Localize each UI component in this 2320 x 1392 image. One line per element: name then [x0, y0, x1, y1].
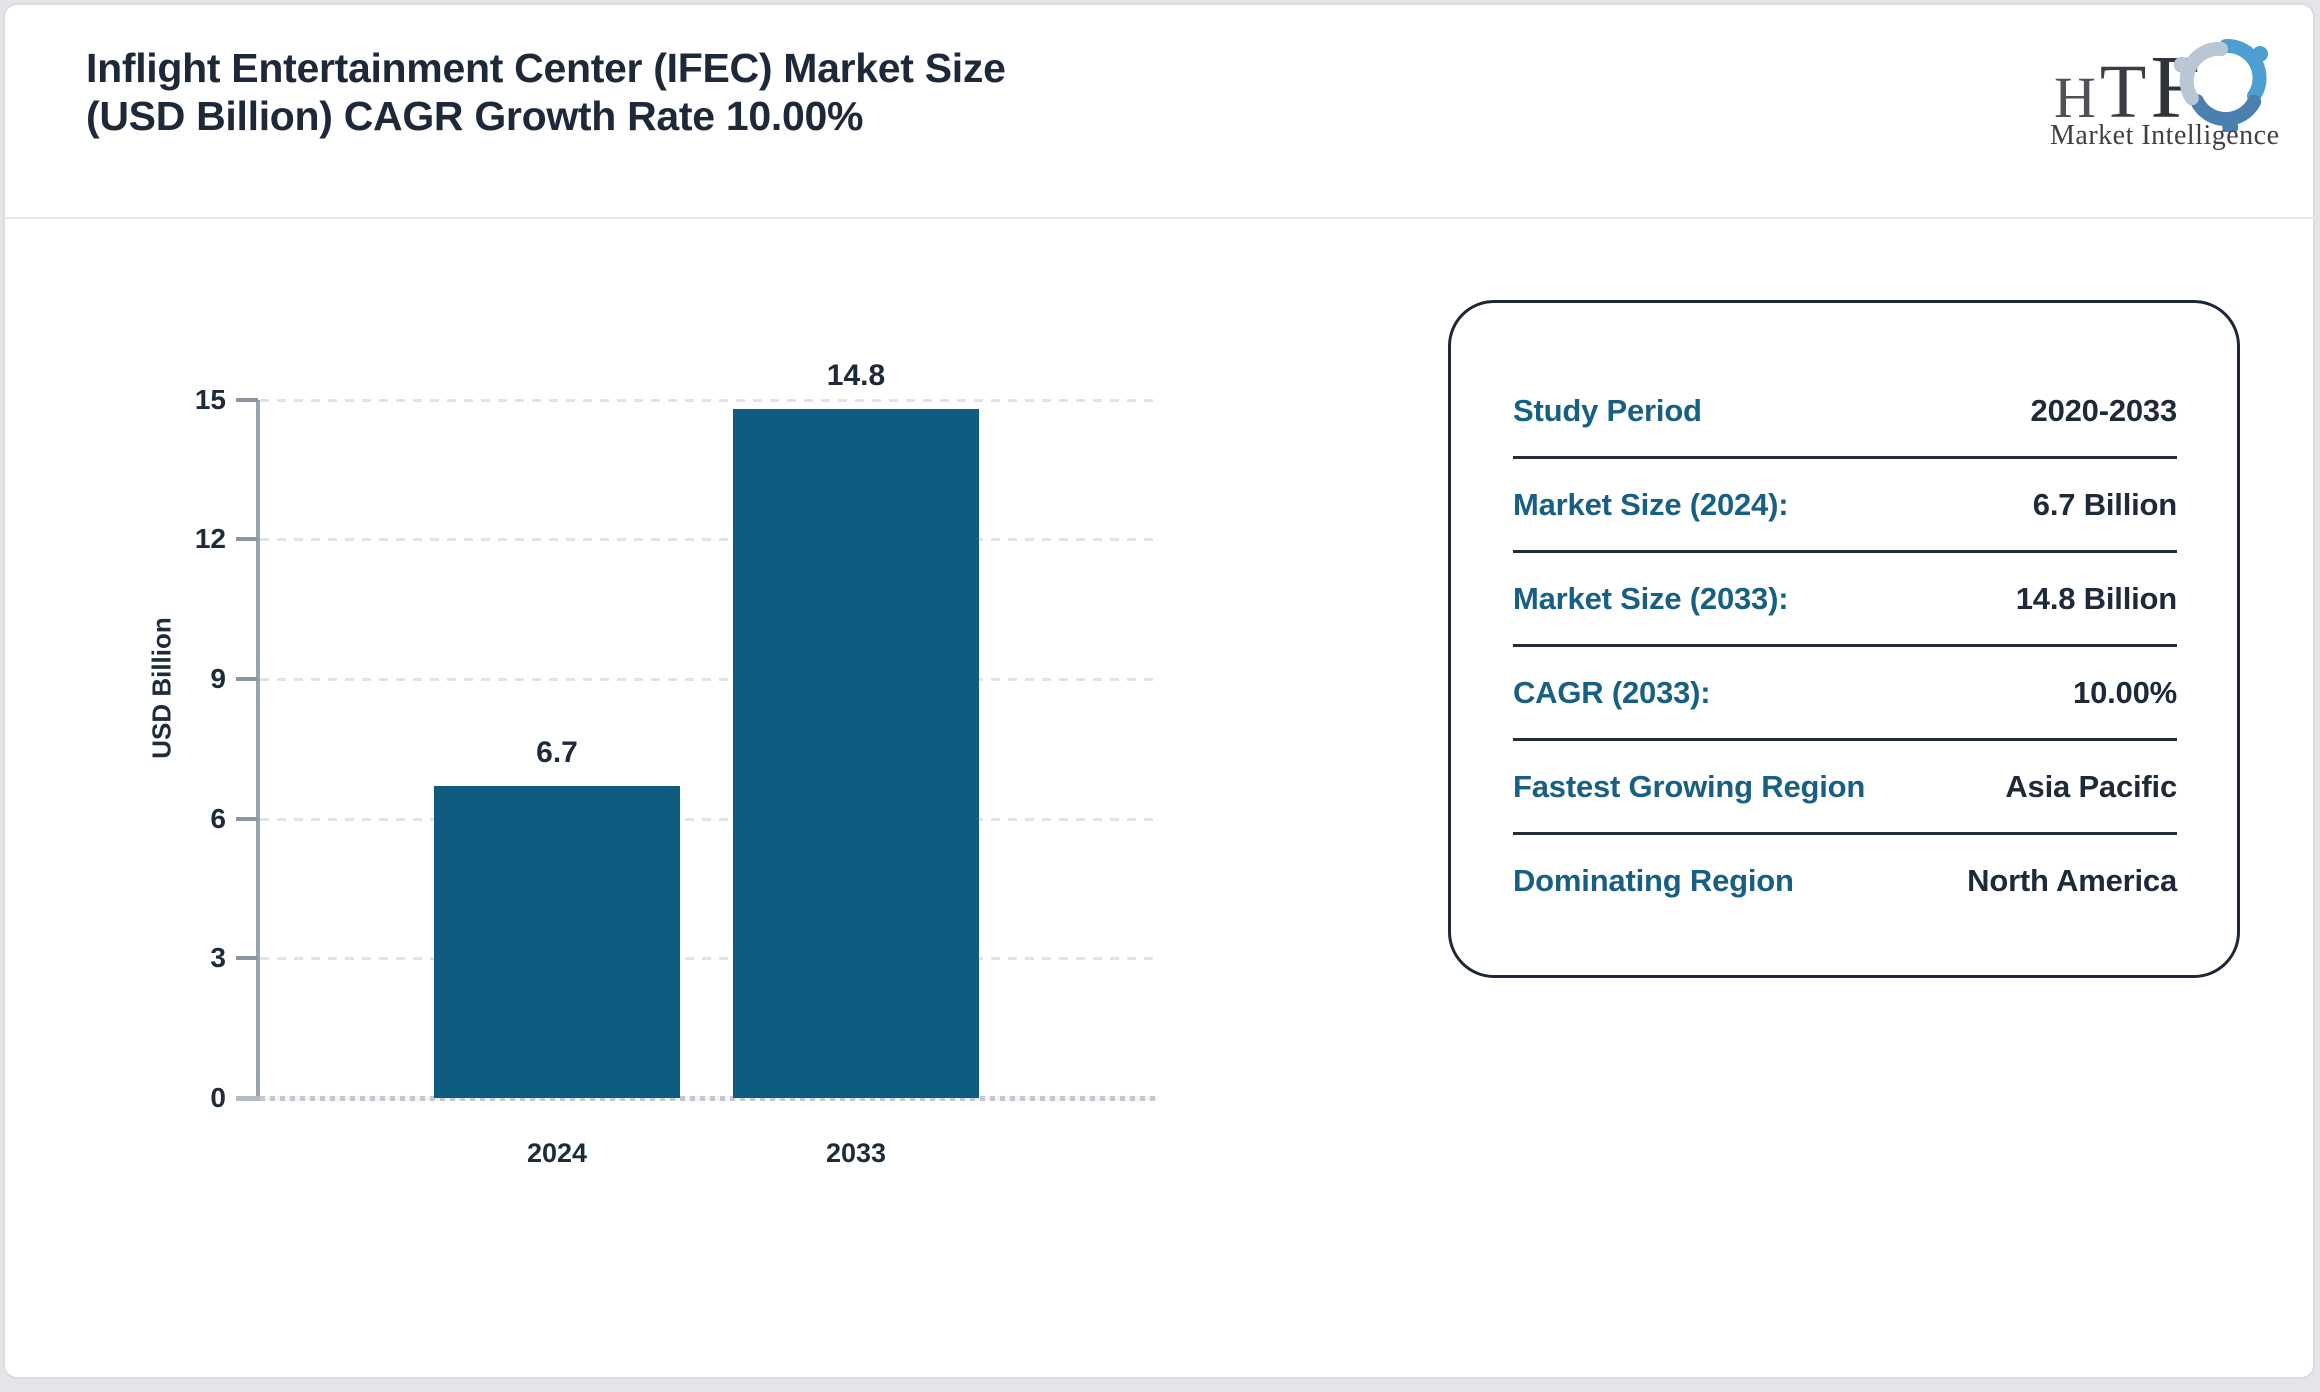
y-tick-label-12: 12: [194, 523, 226, 555]
logo-wordmark: HTF: [2054, 36, 2200, 139]
market-stats-panel: Study Period 2020-2033 Market Size (2024…: [1448, 300, 2240, 978]
x-axis-baseline-dashed: [260, 1096, 1158, 1101]
panel-row-market-size-2024: Market Size (2024): 6.7 Billion: [1513, 459, 2177, 553]
y-tick-label-3: 3: [210, 942, 226, 974]
panel-row-fastest-growing-region: Fastest Growing Region Asia Pacific: [1513, 741, 2177, 835]
panel-row-value: 6.7 Billion: [2032, 486, 2177, 522]
logo-letter-h: H: [2054, 65, 2096, 130]
bar-value-2024: 6.7: [536, 736, 578, 769]
gridline-15: [260, 398, 1156, 402]
panel-row-value: 10.00%: [2073, 674, 2177, 710]
y-tick-label-15: 15: [194, 383, 226, 415]
y-tick-15: [236, 397, 258, 402]
panel-row-value: North America: [1967, 862, 2177, 898]
panel-row-label: Market Size (2024):: [1513, 486, 1789, 522]
page-title: Inflight Entertainment Center (IFEC) Mar…: [86, 44, 1006, 141]
y-tick-12: [236, 537, 258, 542]
page-title-line1: Inflight Entertainment Center (IFEC) Mar…: [86, 45, 1006, 91]
gridline-9: [260, 678, 1156, 682]
htf-market-intelligence-logo: HTF Market Intelligence: [2042, 36, 2279, 151]
panel-row-label: Study Period: [1513, 392, 1702, 428]
page-title-line2: (USD Billion) CAGR Growth Rate 10.00%: [86, 93, 864, 140]
gridline-12: [260, 538, 1156, 542]
y-tick-3: [236, 956, 258, 961]
x-tick-label-2033: 2033: [825, 1138, 887, 1168]
y-tick-label-9: 9: [210, 663, 226, 695]
panel-row-label: Fastest Growing Region: [1513, 768, 1866, 804]
people-swirl-icon: [2173, 38, 2268, 132]
bar-2024: [434, 786, 680, 1098]
panel-row-value: Asia Pacific: [2005, 768, 2177, 804]
logo-letter-t: T: [2099, 50, 2147, 134]
x-axis-baseline: [236, 1096, 262, 1101]
y-tick-label-0: 0: [210, 1082, 226, 1113]
gridline-6: [260, 817, 1156, 821]
x-tick-label-2024: 2024: [526, 1138, 588, 1168]
panel-row-label: Dominating Region: [1513, 862, 1794, 898]
panel-row-dominating-region: Dominating Region North America: [1513, 835, 2177, 926]
panel-row-label: CAGR (2033):: [1513, 674, 1711, 710]
panel-row-label: Market Size (2033):: [1513, 580, 1789, 616]
bar-2033: [733, 409, 979, 1098]
panel-row-value: 2020-2033: [2030, 392, 2178, 428]
header-divider: [4, 217, 2316, 219]
y-tick-9: [236, 677, 258, 682]
y-tick-6: [236, 816, 258, 821]
gridline-3: [260, 957, 1156, 961]
panel-row-market-size-2033: Market Size (2033): 14.8 Billion: [1513, 553, 2177, 647]
bar-value-2033: 14.8: [826, 359, 886, 392]
panel-row-study-period: Study Period 2020-2033: [1513, 365, 2177, 459]
panel-row-value: 14.8 Billion: [2015, 580, 2177, 616]
y-tick-label-6: 6: [210, 802, 226, 834]
logo-subtext: Market Intelligence: [2050, 120, 2280, 151]
y-axis-line: [256, 399, 260, 1100]
panel-row-cagr: CAGR (2033): 10.00%: [1513, 647, 2177, 741]
